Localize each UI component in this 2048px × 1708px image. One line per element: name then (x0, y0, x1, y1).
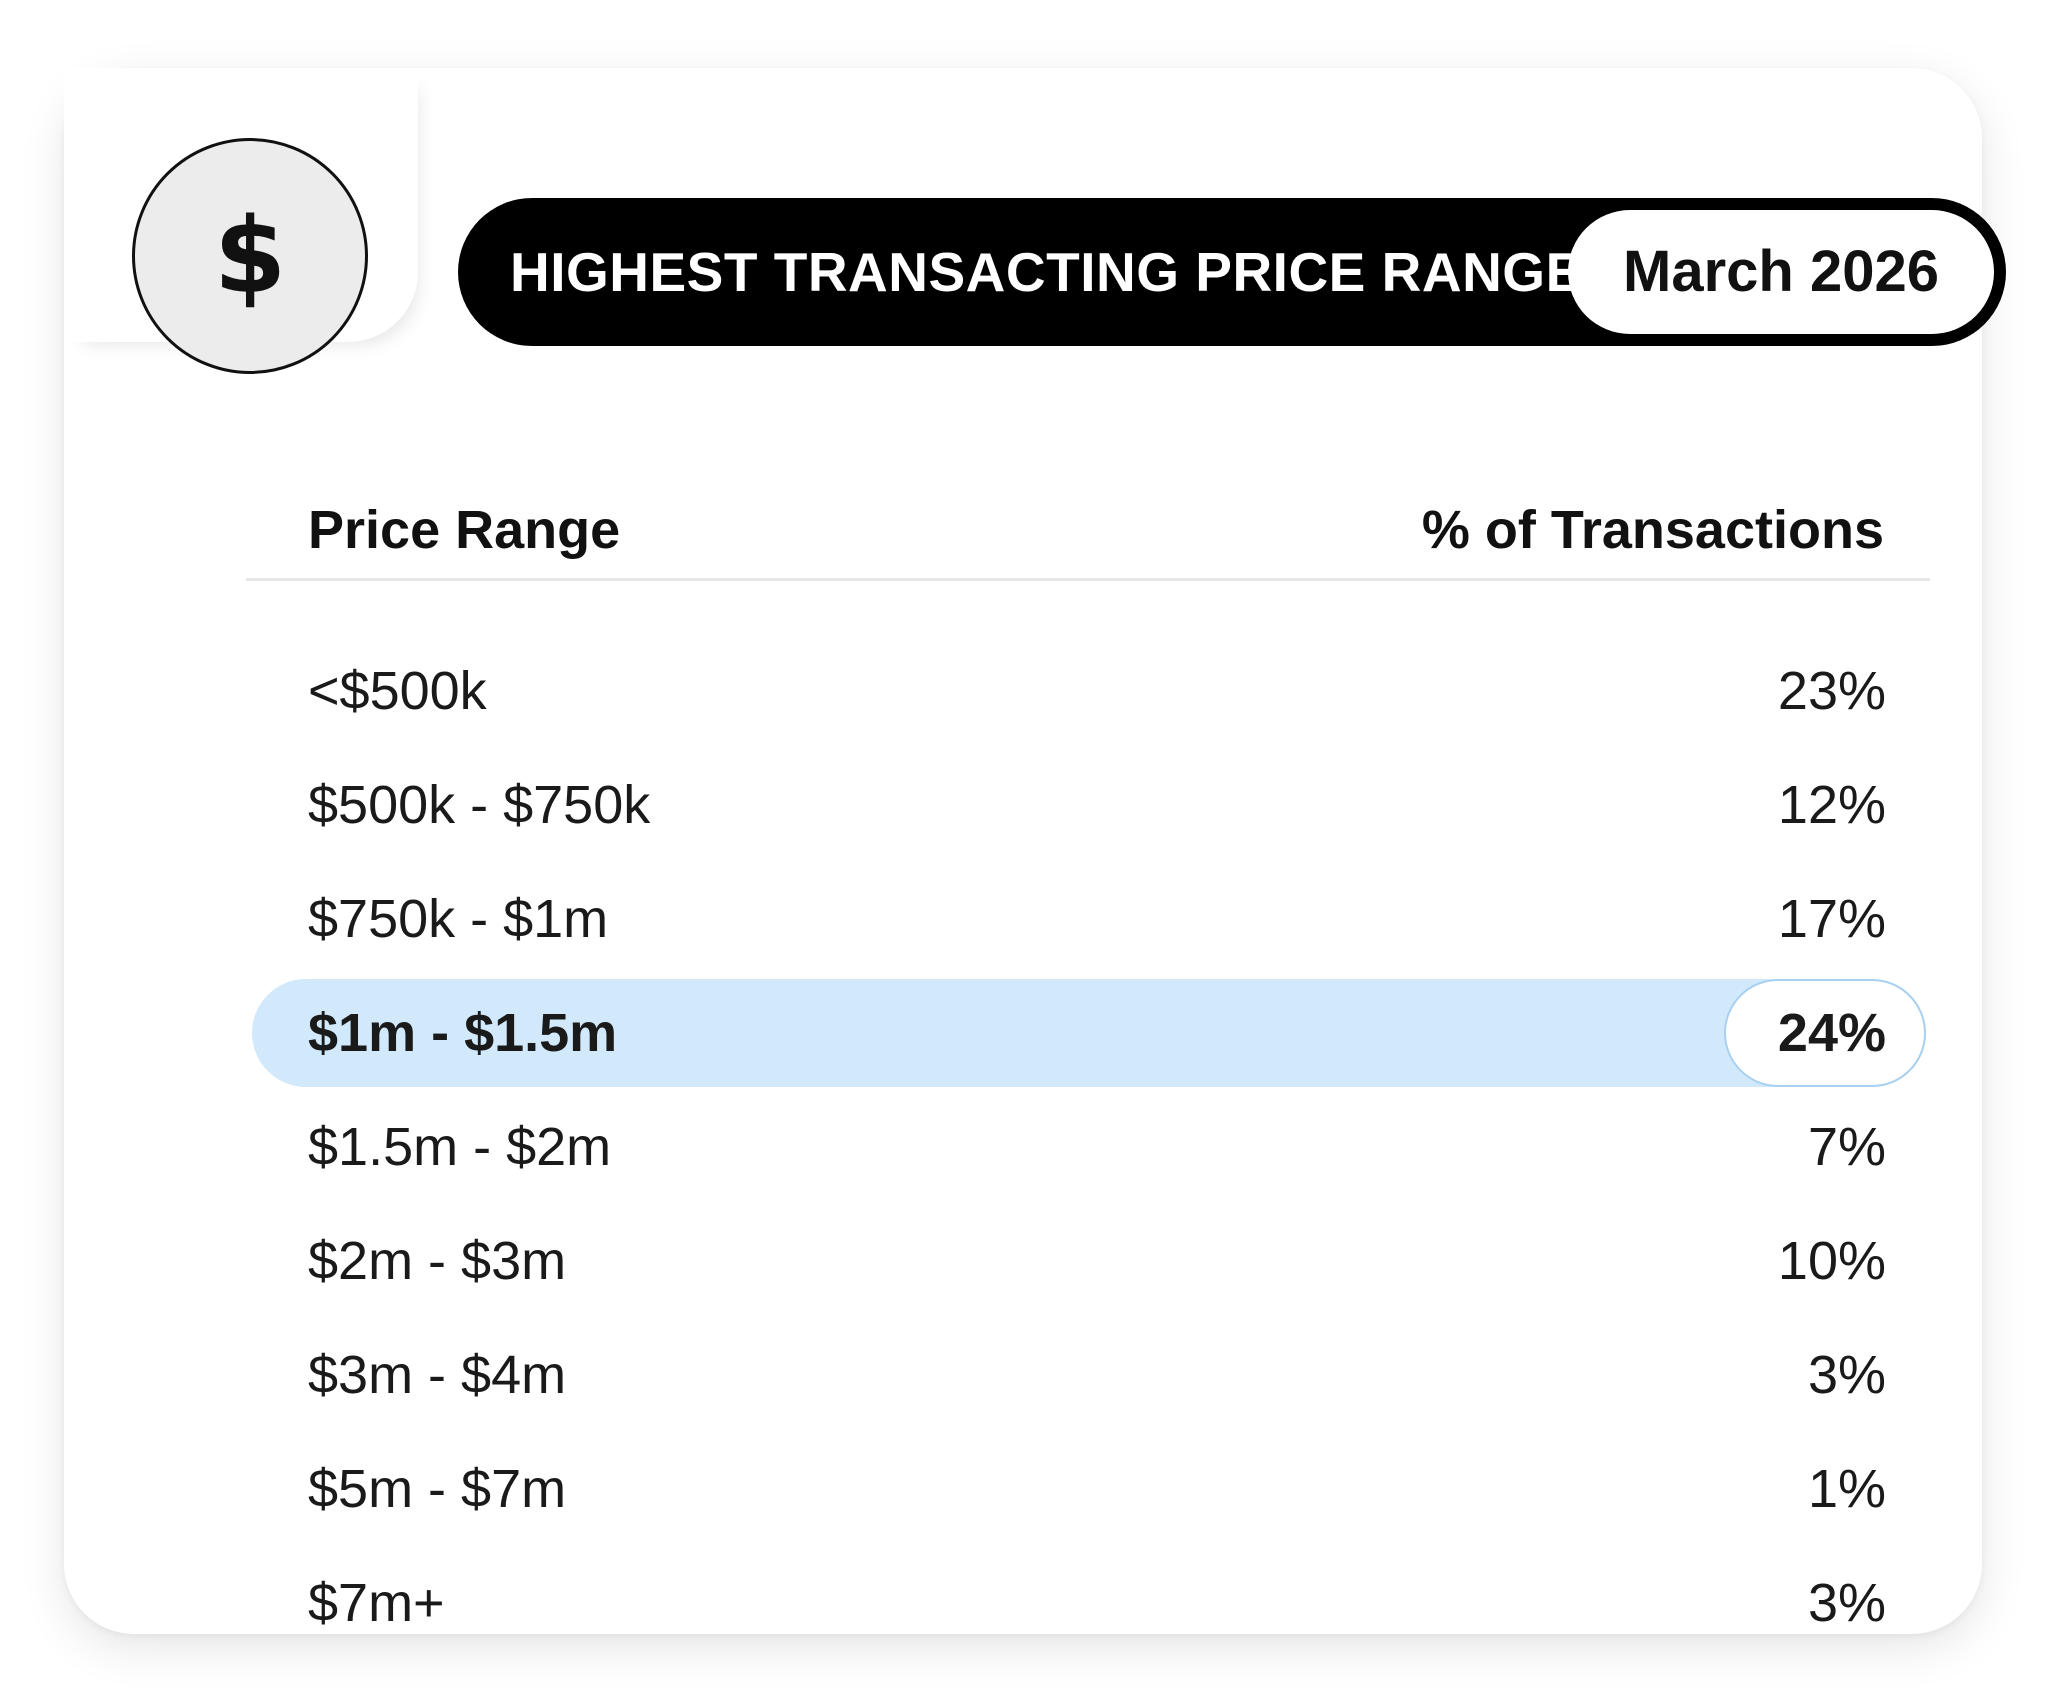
price-range-card: $ HIGHEST TRANSACTING PRICE RANGE March … (64, 68, 2006, 1634)
price-range-cell: $5m - $7m (308, 1459, 567, 1519)
price-range-cell: $7m+ (308, 1573, 445, 1633)
percent-cell: 24% (1777, 1003, 1886, 1063)
column-header-price-range: Price Range (308, 500, 621, 560)
percent-cell: 3% (1807, 1573, 1886, 1633)
percent-cell: 7% (1807, 1117, 1886, 1177)
percent-cell: 17% (1777, 889, 1886, 949)
table-row: $1.5m - $2m 7% (252, 1090, 1926, 1204)
percent-cell: 10% (1777, 1231, 1886, 1291)
table-row: <$500k 23% (252, 634, 1926, 748)
dollar-glyph: $ (213, 195, 287, 317)
price-range-cell: $500k - $750k (308, 775, 651, 835)
percent-pill (1724, 979, 1926, 1087)
percent-cell: 3% (1807, 1345, 1886, 1405)
column-header-percent: % of Transactions (1421, 500, 1884, 560)
highlight-bar (252, 979, 1926, 1087)
table-row: $2m - $3m 10% (252, 1204, 1926, 1318)
table-body: <$500k 23% $500k - $750k 12% $750k - $1m… (252, 634, 1926, 1660)
percent-cell: 23% (1777, 661, 1886, 721)
table-row: $750k - $1m 17% (252, 862, 1926, 976)
table-row: $7m+ 3% (252, 1546, 1926, 1660)
price-range-cell: <$500k (308, 661, 487, 721)
table-row: $500k - $750k 12% (252, 748, 1926, 862)
card-title: HIGHEST TRANSACTING PRICE RANGE (510, 241, 1583, 303)
percent-cell: 1% (1807, 1459, 1886, 1519)
table-header: Price Range % of Transactions (246, 488, 1930, 581)
price-range-cell: $1m - $1.5m (308, 1003, 618, 1063)
table-row: $5m - $7m 1% (252, 1432, 1926, 1546)
price-range-cell: $750k - $1m (308, 889, 609, 949)
percent-cell: 12% (1777, 775, 1886, 835)
table-row: $3m - $4m 3% (252, 1318, 1926, 1432)
dollar-icon: $ (132, 138, 368, 374)
price-range-cell: $2m - $3m (308, 1231, 567, 1291)
date-badge: March 2026 (1568, 210, 1994, 334)
title-banner: HIGHEST TRANSACTING PRICE RANGE March 20… (458, 198, 2006, 346)
table-row-highlighted: $1m - $1.5m 24% (252, 976, 1926, 1090)
price-range-cell: $3m - $4m (308, 1345, 567, 1405)
price-range-cell: $1.5m - $2m (308, 1117, 612, 1177)
